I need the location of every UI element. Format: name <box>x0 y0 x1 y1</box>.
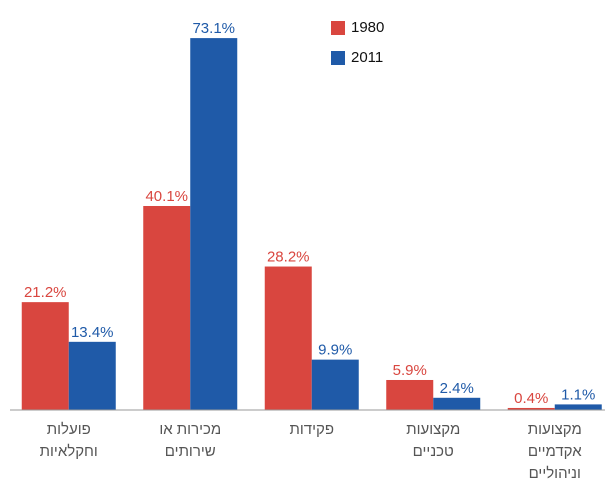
bar <box>507 407 555 410</box>
bar <box>554 404 602 410</box>
bar <box>264 266 312 410</box>
legend-label: 1980 <box>351 19 384 36</box>
value-label: 40.1% <box>145 188 188 205</box>
value-label: 73.1% <box>192 20 235 37</box>
bar <box>143 205 191 410</box>
value-label: 9.9% <box>318 342 352 359</box>
x-tick-label: פועלות וחקלאיות <box>40 421 98 460</box>
bar <box>190 38 238 410</box>
value-label: 13.4% <box>71 324 114 341</box>
x-tick-label: מקצועות טכניים <box>406 421 460 460</box>
legend-swatch <box>331 51 345 65</box>
bar <box>386 379 434 410</box>
bar <box>311 359 359 410</box>
bar <box>433 397 481 410</box>
value-label: 2.4% <box>440 380 474 397</box>
x-tick-label: מכירות או שירותים <box>159 421 221 460</box>
legend-label: 2011 <box>351 49 383 66</box>
bar <box>68 341 116 410</box>
x-tick-label: פקידות <box>290 421 334 438</box>
value-label: 1.1% <box>561 386 595 403</box>
bar <box>21 302 69 410</box>
legend-swatch <box>331 21 345 35</box>
value-label: 5.9% <box>393 362 427 379</box>
value-label: 28.2% <box>267 249 310 266</box>
x-tick-label: מקצועות אקדמיים וניהוליים <box>528 421 583 479</box>
value-label: 21.2% <box>24 284 67 301</box>
value-label: 0.4% <box>514 390 548 407</box>
